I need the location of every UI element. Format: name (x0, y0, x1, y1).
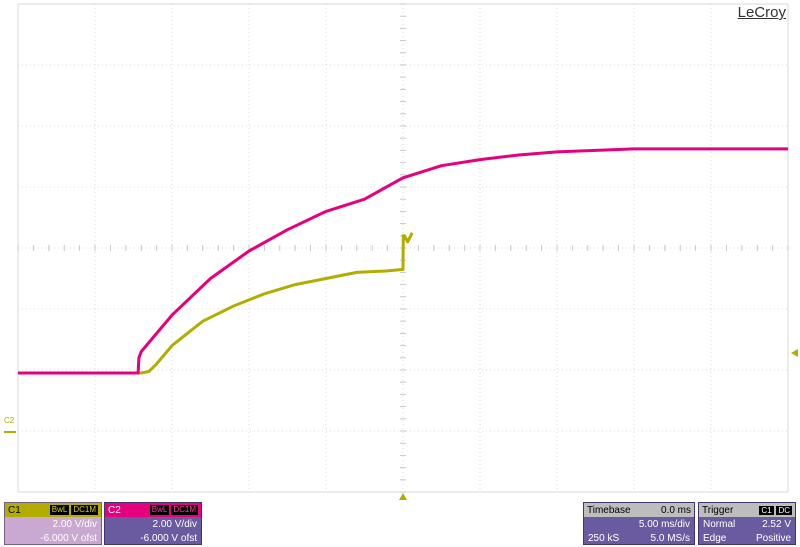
trace-c1 (18, 232, 414, 375)
traces (18, 147, 788, 375)
trigger-mode: Normal (703, 518, 736, 530)
oscilloscope-display (4, 3, 798, 500)
trigger-source-tag: C1 (759, 505, 774, 515)
channel-2-panel[interactable]: C2 BwL DC1M 2.00 V/div -6.000 V ofst (104, 502, 202, 545)
channel-2-offset: -6.000 V ofst (140, 532, 197, 544)
channel-2-bw-tag: BwL (149, 505, 170, 515)
trigger-type: Edge (703, 532, 727, 544)
trigger-title: Trigger (702, 504, 734, 516)
trigger-level: 2.52 V (762, 518, 791, 530)
brand-logo: LeCroy (737, 4, 786, 21)
trigger-slope: Positive (755, 532, 791, 544)
channel-1-bw-tag: BwL (49, 505, 70, 515)
channel-1-panel[interactable]: C1 BwL DC1M 2.00 V/div -6.000 V ofst (4, 502, 102, 545)
timebase-panel[interactable]: Timebase 0.0 ms 5.00 ms/div 250 kS 5.0 M… (583, 502, 695, 545)
timebase-delay: 0.0 ms (660, 504, 691, 516)
channel-1-scale: 2.00 V/div (52, 518, 97, 530)
trigger-level-marker (791, 349, 798, 357)
timebase-title: Timebase (587, 504, 631, 516)
timebase-points: 250 kS (588, 532, 620, 544)
channel-2-scale: 2.00 V/div (152, 518, 197, 530)
trigger-position-marker (399, 493, 407, 500)
channel-1-coupling-tag: DC1M (71, 505, 98, 515)
trigger-panel[interactable]: Trigger C1 DC Normal 2.52 V Edge Positiv… (698, 502, 796, 545)
trace-markers (4, 349, 798, 500)
channel-2-id: C2 (108, 504, 121, 516)
trigger-coupling-tag: DC (776, 505, 792, 515)
trace-c2 (18, 147, 788, 375)
channel-1-offset: -6.000 V ofst (40, 532, 97, 544)
channel-2-coupling-tag: DC1M (171, 505, 198, 515)
timebase-scale: 5.00 ms/div (638, 518, 690, 530)
c2-ground-marker: C2 (4, 416, 15, 425)
channel-1-id: C1 (8, 504, 21, 516)
timebase-rate: 5.0 MS/s (650, 532, 690, 544)
